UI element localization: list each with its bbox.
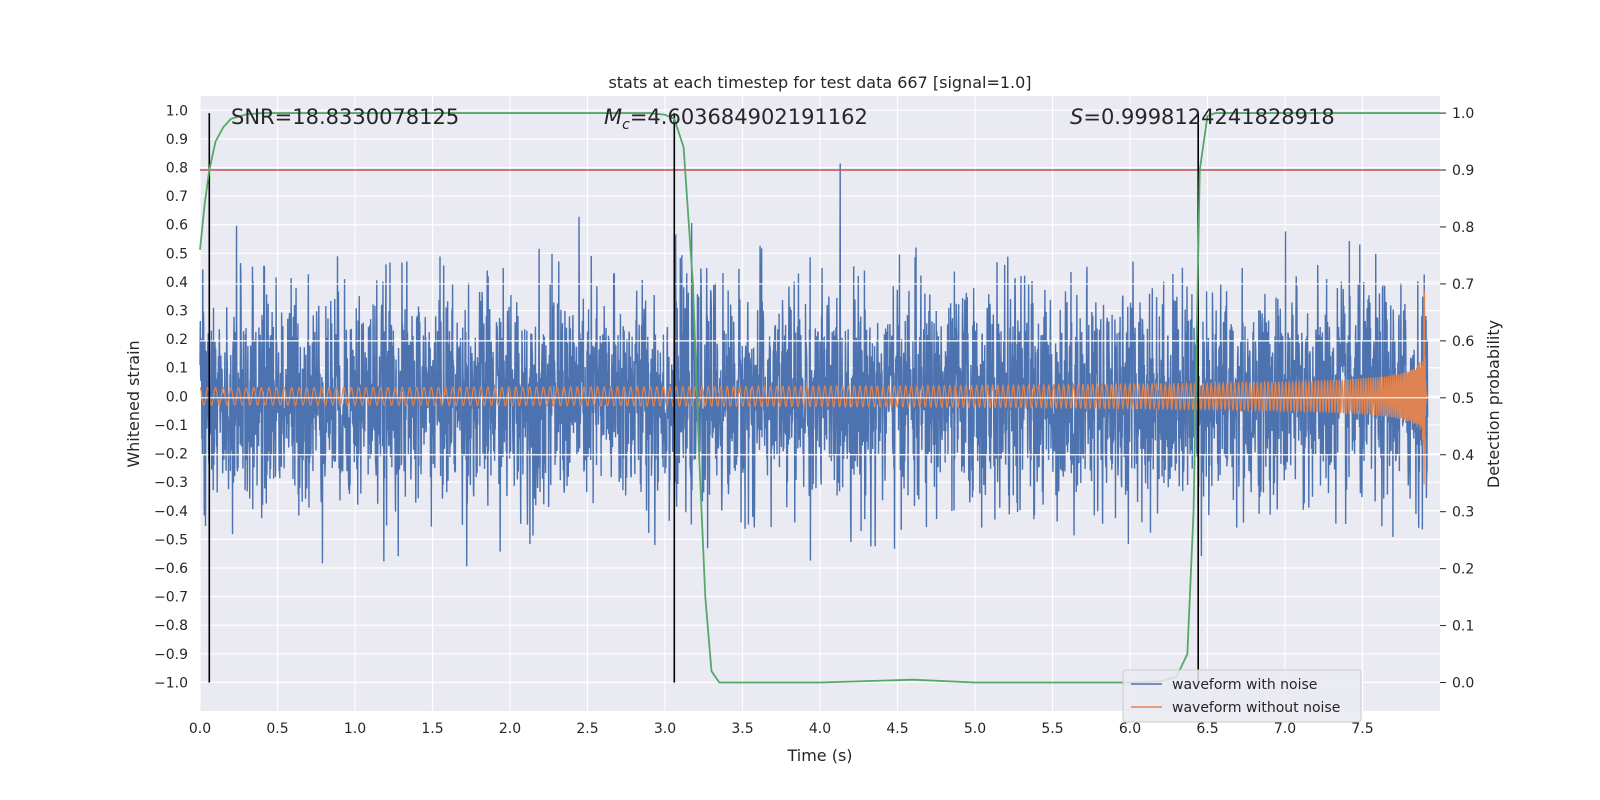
y-tick-label: −0.9: [154, 647, 188, 663]
x-tick-label: 3.5: [731, 721, 753, 737]
y-tick-label: 0.1: [166, 361, 188, 377]
x-tick-label: 2.0: [499, 721, 521, 737]
x-tick-label: 2.5: [576, 721, 598, 737]
y-right-tick-label: 0.9: [1452, 163, 1474, 179]
clean-series: [199, 289, 1429, 485]
y-right-axis-label: Detection probability: [1484, 320, 1503, 488]
y-right-tick-label: 0.1: [1452, 619, 1474, 635]
x-tick-label: 7.5: [1351, 721, 1373, 737]
y-tick-label: 0.4: [166, 275, 188, 291]
legend: waveform with noise waveform without noi…: [1122, 669, 1362, 723]
legend-label-clean: waveform without noise: [1172, 700, 1340, 716]
y-tick-label: −0.8: [154, 618, 188, 634]
y-tick-label: −0.6: [154, 561, 188, 577]
spin-symbol: S: [1070, 105, 1083, 129]
y-tick-label: −0.1: [154, 418, 188, 434]
y-tick-label: 0.3: [166, 304, 188, 320]
x-tick-label: 1.5: [421, 721, 443, 737]
y-right-tick-label: 0.7: [1452, 277, 1474, 293]
chirp-mass-value: =4.603684902191162: [630, 105, 868, 129]
x-tick-label: 5.5: [1041, 721, 1063, 737]
y-tick-label: 0.8: [166, 161, 188, 177]
x-tick-label: 4.5: [886, 721, 908, 737]
chirp-mass-subscript: c: [622, 117, 630, 133]
x-tick-label: 5.0: [964, 721, 986, 737]
y-right-tick-label: 0.0: [1452, 676, 1474, 692]
x-tick-label: 0.5: [266, 721, 288, 737]
y-tick-label: −0.3: [154, 475, 188, 491]
y-right-tick-label: 0.6: [1452, 334, 1474, 350]
y-tick-label: −1.0: [154, 675, 188, 691]
detection-probability-line: [199, 112, 1440, 684]
clean-waveform-line: [199, 289, 1429, 485]
overlay: [199, 112, 1440, 684]
spin-value: =0.9998124241828918: [1083, 105, 1334, 129]
y-right-tick-label: 0.4: [1452, 448, 1474, 464]
y-tick-label: 0.2: [166, 332, 188, 348]
y-tick-label: −0.2: [154, 447, 188, 463]
y-right-tick-label: 0.8: [1452, 220, 1474, 236]
x-tick-label: 0.0: [189, 721, 211, 737]
x-tick-label: 1.0: [344, 721, 366, 737]
chart-title: stats at each timestep for test data 667…: [608, 73, 1031, 92]
y-tick-label: 0.9: [166, 132, 188, 148]
x-tick-label: 6.0: [1119, 721, 1141, 737]
chirp-mass-symbol: M: [604, 105, 622, 129]
x-tick-label: 6.5: [1196, 721, 1218, 737]
y-right-tick-label: 0.2: [1452, 562, 1474, 578]
y-tick-label: 0.5: [166, 246, 188, 262]
legend-label-noise: waveform with noise: [1172, 677, 1317, 693]
y-tick-label: 0.7: [166, 189, 188, 205]
x-tick-label: 7.0: [1274, 721, 1296, 737]
spin-annotation: S=0.9998124241828918: [1070, 105, 1335, 129]
x-axis-label: Time (s): [786, 746, 852, 765]
y-tick-label: −0.7: [154, 590, 188, 606]
chirp-mass-annotation: Mc=4.603684902191162: [604, 105, 868, 133]
x-tick-label: 4.0: [809, 721, 831, 737]
y-tick-label: −0.5: [154, 532, 188, 548]
y-tick-label: 0.6: [166, 218, 188, 234]
y-tick-label: 0.0: [166, 389, 188, 405]
snr-annotation: SNR=18.8330078125: [231, 105, 459, 129]
y-axis-label: Whitened strain: [124, 340, 143, 467]
y-right-tick-label: 0.5: [1452, 391, 1474, 407]
y-tick-label: 1.0: [166, 103, 188, 119]
y-right-tick-label: 1.0: [1452, 106, 1474, 122]
y-tick-label: −0.4: [154, 504, 188, 520]
legend-box: [1122, 669, 1362, 723]
y-right-tick-label: 0.3: [1452, 505, 1474, 521]
x-tick-label: 3.0: [654, 721, 676, 737]
ticks: 0.0 0.5 1.0 1.5 2.0 2.5 3.0 3.5 4.0 4.5 5.0 5.5 6.0 6…: [154, 103, 1474, 737]
